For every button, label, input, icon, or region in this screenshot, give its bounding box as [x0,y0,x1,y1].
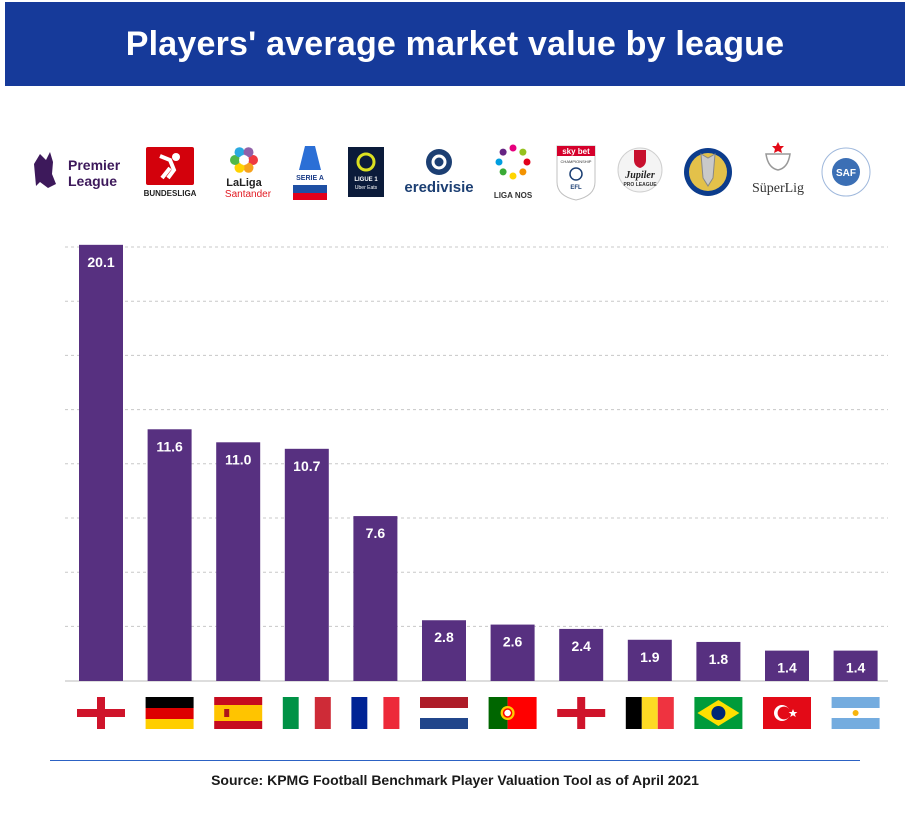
logo-text: Premier [68,157,121,173]
bar-argentina [833,650,878,681]
value-label: 2.6 [503,634,523,650]
ligue1-logo: LIGUE 1 Uber Eats [348,147,384,197]
bar-italy [284,448,329,681]
superlig-logo: SüperLig [752,142,804,196]
value-label: 7.6 [366,525,386,541]
value-label: 1.4 [777,660,797,676]
liga-nos-logo: LIGA NOS [494,144,533,200]
flag-belgium-icon [625,697,674,729]
logo-text: CHAMPIONSHIP [561,159,592,164]
bar-england [79,244,123,681]
flag-brazil-icon [694,697,743,729]
bar-netherlands [422,620,466,681]
value-label: 1.8 [709,651,729,667]
value-label: 1.9 [640,649,660,665]
logo-text: Uber Eats [355,185,378,191]
logo-text: eredivisie [404,179,473,196]
logo-text: LIGA NOS [494,191,533,200]
logo-text: PRO LEAGUE [623,182,657,188]
chart-title: Players' average market value by league [125,24,785,63]
flag-england-icon [557,697,606,729]
bar-france [353,516,398,681]
flag-france-icon [351,697,400,729]
logo-text: SAF [836,168,856,179]
value-label: 1.4 [846,660,866,676]
bar-england [559,628,604,681]
logo-text: Jupiler [624,170,655,181]
bar-turkey [765,650,809,681]
bar-germany [147,429,192,681]
flag-argentina-icon [831,697,880,729]
logo-text: SüperLig [752,181,804,196]
bar-chart: 20.1 11.6 11.0 10.7 7.6 2.8 2.6 2.4 1.9 1.8 1.4 1.4… [34,142,888,729]
flag-turkey-icon [763,697,811,729]
flag-portugal-icon [488,697,537,729]
flag-england-icon [77,697,125,729]
bar-spain [216,442,261,681]
championship-logo: sky bet CHAMPIONSHIP EFL [556,145,596,201]
serie-a-logo: SERIE A [293,146,327,200]
logo-text: Santander [225,189,272,200]
logo-text: LIGUE 1 [354,177,378,183]
logo-text: LaLiga [226,177,262,189]
eredivisie-logo: eredivisie [404,149,474,196]
flag-spain-icon [214,697,263,729]
bar-portugal [490,624,535,681]
value-label: 2.8 [434,629,454,645]
value-label: 10.7 [293,458,320,474]
value-label: 20.1 [87,254,114,270]
saf-logo: SAF [821,147,871,197]
logo-text: sky bet [562,147,590,156]
bar-belgium [627,639,672,681]
value-label: 11.0 [225,451,252,467]
brasileirao-logo [684,148,732,196]
bar-brazil [696,641,741,681]
logo-text: EFL [570,185,582,191]
source-note: Source: KPMG Football Benchmark Player V… [211,772,699,788]
footer-divider [50,760,860,761]
value-label: 11.6 [156,438,183,454]
logo-text: League [68,173,117,189]
value-label: 2.4 [571,638,591,654]
flag-germany-icon [145,697,194,729]
logo-text: BUNDESLIGA [144,189,197,198]
bundesliga-logo: BUNDESLIGA [144,147,197,198]
logo-text: SERIE A [296,175,324,182]
flag-italy-icon [282,697,331,729]
flag-netherlands-icon [420,697,468,729]
title-banner: Players' average market value by league [5,2,905,86]
